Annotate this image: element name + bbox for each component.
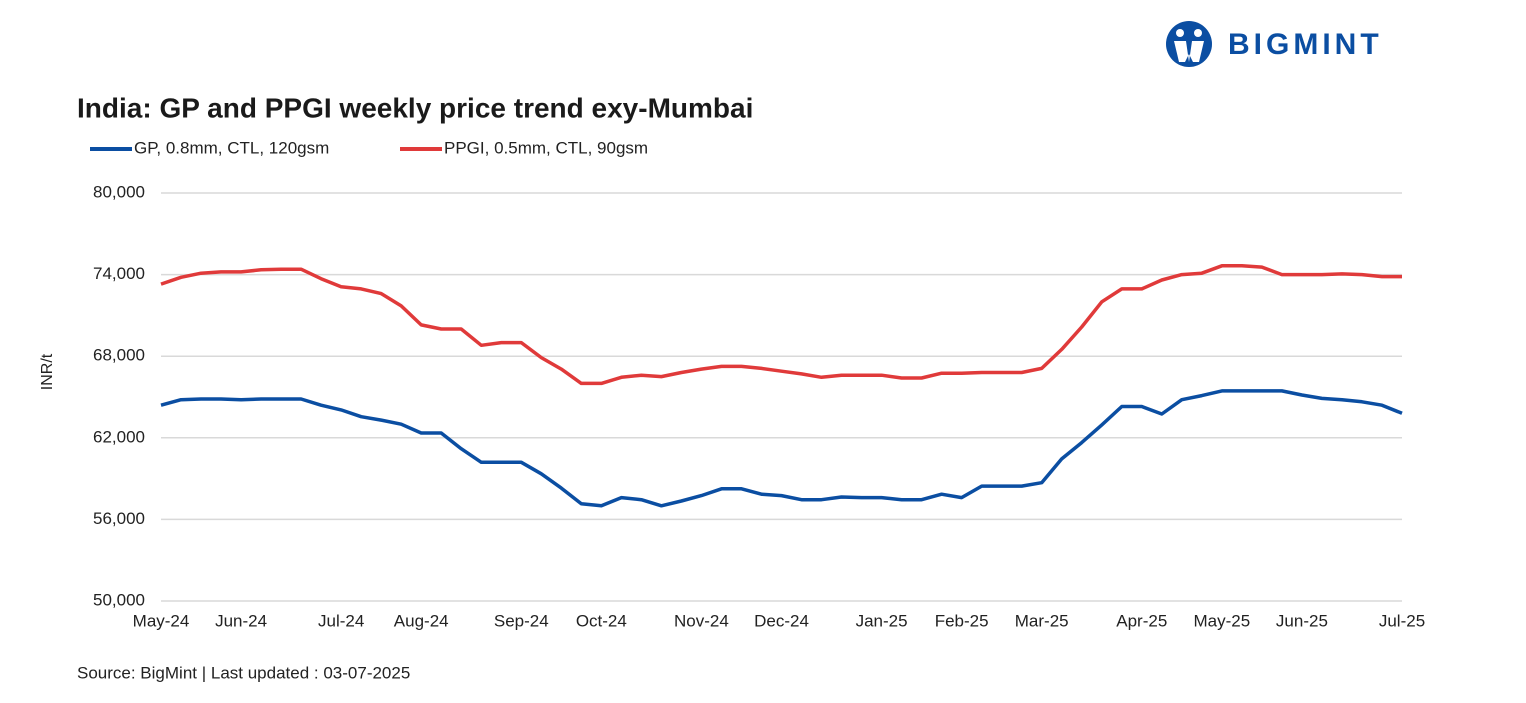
x-tick-label: Jul-25 — [1379, 611, 1425, 630]
y-tick-label: 80,000 — [93, 182, 145, 201]
legend-label: PPGI, 0.5mm, CTL, 90gsm — [444, 138, 648, 157]
y-tick-label: 74,000 — [93, 264, 145, 283]
y-tick-label: 56,000 — [93, 509, 145, 528]
logo-icon — [1166, 21, 1212, 67]
x-tick-label: Mar-25 — [1015, 611, 1069, 630]
y-tick-label: 68,000 — [93, 346, 145, 365]
x-tick-label: Aug-24 — [394, 611, 449, 630]
x-tick-label: Nov-24 — [674, 611, 729, 630]
x-tick-label: Jan-25 — [856, 611, 908, 630]
x-tick-label: Dec-24 — [754, 611, 809, 630]
x-tick-label: Apr-25 — [1116, 611, 1167, 630]
x-tick-label: May-24 — [133, 611, 190, 630]
y-axis-label: INR/t — [39, 353, 56, 390]
x-tick-label: Oct-24 — [576, 611, 627, 630]
y-tick-label: 62,000 — [93, 427, 145, 446]
legend-label: GP, 0.8mm, CTL, 120gsm — [134, 138, 329, 157]
x-tick-label: Feb-25 — [935, 611, 989, 630]
y-tick-label: 50,000 — [93, 590, 145, 609]
x-tick-label: May-25 — [1194, 611, 1251, 630]
logo-text: BIGMINT — [1228, 28, 1383, 61]
x-tick-label: Sep-24 — [494, 611, 549, 630]
x-tick-label: Jun-25 — [1276, 611, 1328, 630]
series-line — [160, 389, 1403, 508]
source-note: Source: BigMint | Last updated : 03-07-2… — [77, 663, 410, 682]
chart-title: India: GP and PPGI weekly price trend ex… — [77, 92, 753, 123]
x-tick-label: Jun-24 — [215, 611, 267, 630]
x-tick-label: Jul-24 — [318, 611, 364, 630]
series-line — [160, 264, 1402, 386]
